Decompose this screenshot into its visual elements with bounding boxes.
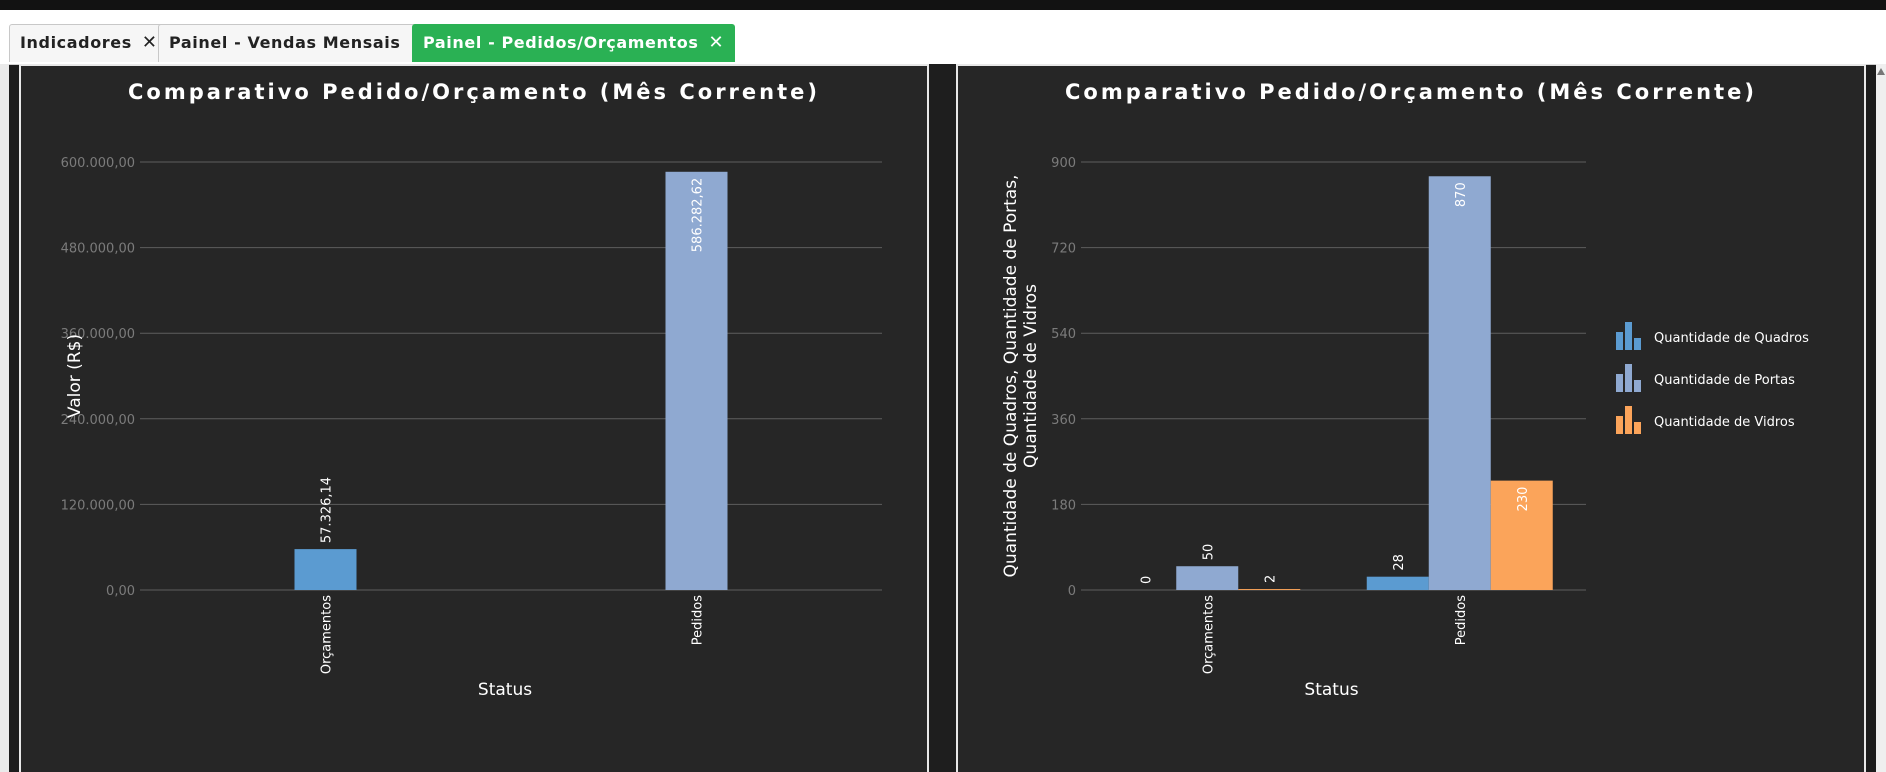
legend-label: Quantidade de Portas bbox=[1654, 373, 1795, 388]
bar bbox=[294, 549, 357, 590]
chart-valor: 0,00 120.000,00 240.000,00 360.000,00 480.00… bbox=[61, 156, 882, 700]
tab-painel-vendas-mensais[interactable]: Painel - Vendas Mensais✕ bbox=[158, 24, 438, 62]
bar bbox=[1428, 176, 1491, 590]
legend-label: Quantidade de Quadros bbox=[1654, 331, 1809, 346]
y-axis-title: Quantidade de Vidros bbox=[1021, 284, 1041, 468]
legend-icon bbox=[1634, 380, 1641, 392]
data-label: 0 bbox=[1139, 576, 1154, 584]
legend-icon bbox=[1634, 338, 1641, 350]
chart-panel-valor: Comparativo Pedido/Orçamento (Mês Corren… bbox=[19, 64, 929, 772]
data-label: 57.326,14 bbox=[320, 477, 335, 543]
scroll-up-icon[interactable] bbox=[1877, 68, 1885, 75]
y-axis-title: Valor (R$) bbox=[65, 334, 85, 418]
tab-indicadores[interactable]: Indicadores ✕ bbox=[9, 24, 169, 62]
left-gutter bbox=[0, 64, 9, 772]
x-tick-label: Pedidos bbox=[1454, 595, 1469, 645]
y-axis-title: Quantidade de Quadros, Quantidade de Por… bbox=[1001, 175, 1021, 578]
tab-painel-pedidos-orcamentos[interactable]: Painel - Pedidos/Orçamentos ✕ bbox=[412, 24, 736, 62]
legend-icon bbox=[1616, 416, 1623, 434]
x-tick-label: Orçamentos bbox=[320, 595, 335, 674]
chart-quantidades: 0 180 360 540 720 900 0 50 2 Orçamentos 28 870 230 Pe… bbox=[1001, 156, 1809, 700]
tab-label: Painel - Vendas Mensais bbox=[169, 33, 401, 52]
legend-label: Quantidade de Vidros bbox=[1654, 415, 1795, 430]
legend-icon bbox=[1625, 322, 1632, 350]
data-label: 28 bbox=[1392, 554, 1407, 571]
x-axis-title: Status bbox=[478, 680, 532, 700]
close-icon[interactable]: ✕ bbox=[708, 32, 725, 53]
tab-label: Painel - Pedidos/Orçamentos bbox=[423, 33, 699, 52]
legend-icon bbox=[1625, 364, 1632, 392]
tab-label: Indicadores bbox=[20, 33, 132, 52]
bar bbox=[1238, 589, 1301, 590]
x-tick-label: Orçamentos bbox=[1201, 595, 1216, 674]
data-label: 870 bbox=[1454, 182, 1469, 207]
legend-icon bbox=[1634, 422, 1641, 434]
y-tick-label: 0,00 bbox=[106, 584, 135, 599]
chart-title: Comparativo Pedido/Orçamento (Mês Corren… bbox=[128, 80, 820, 104]
x-tick-label: Pedidos bbox=[691, 595, 706, 645]
y-tick-label: 540 bbox=[1051, 327, 1076, 342]
y-tick-label: 900 bbox=[1051, 156, 1076, 171]
chart-title: Comparativo Pedido/Orçamento (Mês Corren… bbox=[1065, 80, 1757, 104]
chart-panel-quantidades: Comparativo Pedido/Orçamento (Mês Corren… bbox=[956, 64, 1866, 772]
y-tick-label: 600.000,00 bbox=[61, 156, 135, 171]
y-tick-label: 360.000,00 bbox=[61, 327, 135, 342]
bar bbox=[1366, 576, 1429, 590]
bar bbox=[1490, 480, 1553, 590]
y-tick-label: 240.000,00 bbox=[61, 413, 135, 428]
legend-icon bbox=[1625, 406, 1632, 434]
y-tick-label: 360 bbox=[1051, 413, 1076, 428]
data-label: 2 bbox=[1263, 575, 1278, 583]
y-tick-label: 180 bbox=[1051, 498, 1076, 513]
legend-icon bbox=[1616, 332, 1623, 350]
bar bbox=[1176, 566, 1239, 590]
data-label: 50 bbox=[1201, 544, 1216, 561]
y-tick-label: 120.000,00 bbox=[61, 498, 135, 513]
close-icon[interactable]: ✕ bbox=[141, 32, 158, 53]
y-tick-label: 720 bbox=[1051, 242, 1076, 257]
bar bbox=[665, 171, 728, 590]
x-axis-title: Status bbox=[1304, 680, 1358, 700]
y-tick-label: 480.000,00 bbox=[61, 242, 135, 257]
panel-divider bbox=[929, 64, 956, 772]
y-tick-label: 0 bbox=[1068, 584, 1076, 599]
vertical-scrollbar[interactable] bbox=[1876, 64, 1886, 772]
window-top-bar bbox=[0, 0, 1886, 10]
data-label: 586.282,62 bbox=[691, 178, 706, 252]
legend-icon bbox=[1616, 374, 1623, 392]
data-label: 230 bbox=[1516, 487, 1531, 512]
tab-strip: Indicadores✕ Painel - Vendas Mensais✕ Pa… bbox=[0, 10, 1886, 65]
